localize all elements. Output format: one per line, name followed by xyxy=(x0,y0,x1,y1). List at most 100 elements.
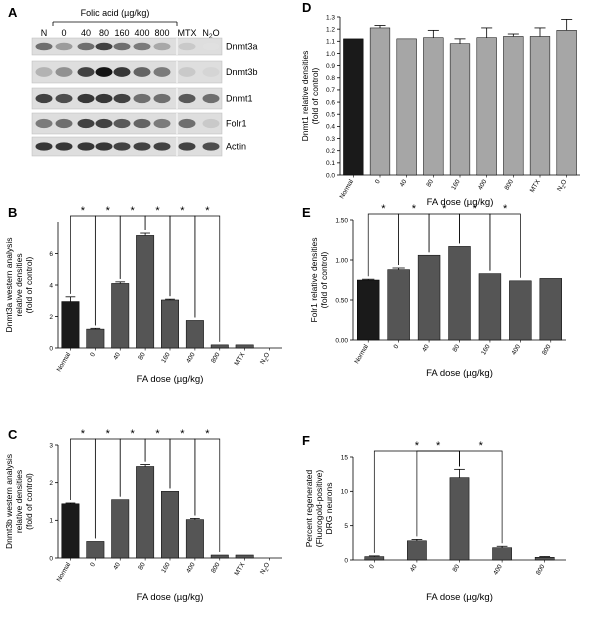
x-tick-label: 800 xyxy=(541,343,553,356)
x-tick-label: N2O xyxy=(556,179,570,194)
blot-lane-label: 160 xyxy=(114,28,129,38)
y-tick-label: 0.6 xyxy=(326,99,335,106)
y-tick-label: 1 xyxy=(49,518,53,525)
blot-band xyxy=(77,118,95,129)
x-tick-label: N2O xyxy=(259,352,273,367)
significance-star: * xyxy=(442,203,447,215)
bar xyxy=(423,37,444,176)
bar xyxy=(136,466,155,559)
y-tick-label: 6 xyxy=(49,251,53,258)
x-tick-label: 80 xyxy=(425,178,435,188)
blot-band xyxy=(133,93,151,104)
x-tick-label: 80 xyxy=(137,351,147,361)
panel-label: C xyxy=(8,427,18,442)
blot-lane-label: MTX xyxy=(178,28,197,38)
y-tick-label: 0 xyxy=(49,555,53,562)
x-tick-label: Normal xyxy=(353,343,370,365)
panel-label-a: A xyxy=(8,5,18,20)
blot-band xyxy=(113,142,131,151)
y-axis-title: Folr1 relative densities xyxy=(309,237,319,322)
significance-star: * xyxy=(503,203,508,215)
x-tick-label: 160 xyxy=(160,561,172,574)
x-tick-label: 400 xyxy=(185,351,197,364)
x-tick-label: 0 xyxy=(89,561,97,568)
y-tick-label: 4 xyxy=(49,282,53,289)
significance-bracket xyxy=(489,213,521,278)
blot-band xyxy=(113,118,131,129)
significance-star: * xyxy=(81,205,86,217)
bar xyxy=(503,36,524,176)
y-axis-title: (fold of control) xyxy=(24,256,34,313)
bar xyxy=(492,547,512,561)
blot-band xyxy=(178,93,196,104)
y-tick-label: 0.50 xyxy=(335,297,348,304)
significance-star: * xyxy=(381,203,386,215)
y-tick-label: 10 xyxy=(341,489,349,496)
bar xyxy=(185,519,204,559)
blot-protein-label: Folr1 xyxy=(226,119,247,129)
significance-star: * xyxy=(106,428,111,440)
blot-band xyxy=(77,42,95,51)
blot-band xyxy=(77,142,95,151)
significance-star: * xyxy=(131,205,136,217)
significance-star: * xyxy=(415,440,420,452)
y-axis-title: Dnmt1 relative densities xyxy=(300,51,310,142)
bar xyxy=(61,503,80,559)
blot-protein-label: Dnmt1 xyxy=(226,94,253,104)
y-tick-label: 1.00 xyxy=(335,257,348,264)
blot-band xyxy=(178,42,196,51)
x-tick-label: 40 xyxy=(399,178,409,188)
y-tick-label: 2 xyxy=(49,480,53,487)
bar xyxy=(343,38,364,176)
bar xyxy=(235,554,254,559)
x-tick-label: 160 xyxy=(160,351,172,364)
blot-band xyxy=(178,118,196,129)
significance-star: * xyxy=(155,428,160,440)
blot-band xyxy=(55,142,73,151)
x-tick-label: 160 xyxy=(480,343,492,356)
chart-panel-f: F 0 5 10 15 0 40 80 400 800 * * * FA dose (µg/kg) Perc… xyxy=(302,433,566,603)
significance-star: * xyxy=(106,205,111,217)
significance-star: * xyxy=(131,428,136,440)
x-tick-label: 0 xyxy=(393,343,401,350)
blot-band xyxy=(77,67,95,77)
blot-band xyxy=(202,142,220,151)
blot-band xyxy=(55,118,73,129)
blot-lane-label: N xyxy=(41,28,48,38)
x-tick-label: 400 xyxy=(185,561,197,574)
blot-lane-label: N2O xyxy=(202,28,219,40)
y-axis-title: (Fluorogold-positive) xyxy=(314,470,324,548)
bar xyxy=(407,540,427,561)
x-tick-label: N2O xyxy=(259,562,273,577)
blot-lane-label: 800 xyxy=(154,28,169,38)
bar xyxy=(476,37,497,176)
panel-label: B xyxy=(8,205,17,220)
blot-band xyxy=(35,142,53,151)
blot-band xyxy=(55,42,73,51)
significance-star: * xyxy=(436,440,441,452)
significance-star: * xyxy=(180,428,185,440)
significance-star: * xyxy=(205,428,210,440)
blot-band xyxy=(202,42,220,51)
significance-bracket xyxy=(194,215,221,342)
blot-band xyxy=(133,118,151,129)
blot-lane-label: 400 xyxy=(134,28,149,38)
x-tick-label: 160 xyxy=(450,178,462,191)
x-tick-label: Normal xyxy=(56,561,73,583)
bar xyxy=(61,301,80,349)
x-tick-label: 0 xyxy=(368,563,376,570)
y-tick-label: 0.8 xyxy=(326,75,335,82)
blot-band xyxy=(133,67,151,77)
panel-label: D xyxy=(302,0,311,15)
bar xyxy=(235,344,254,349)
blot-band xyxy=(133,42,151,51)
x-tick-label: 0 xyxy=(374,178,382,185)
y-tick-label: 0 xyxy=(344,557,348,564)
bar xyxy=(396,38,417,176)
blot-band xyxy=(153,93,171,104)
bar xyxy=(449,43,471,176)
x-tick-label: 800 xyxy=(210,351,222,364)
blot-band xyxy=(77,93,95,104)
